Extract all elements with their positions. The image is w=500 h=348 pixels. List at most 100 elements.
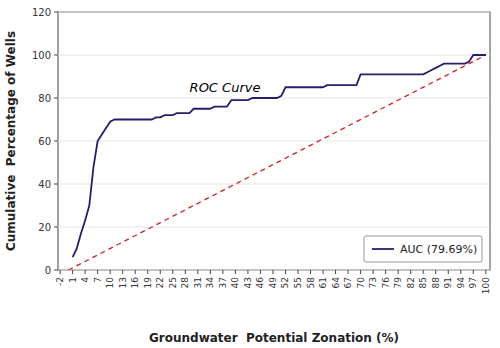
tick-mark (485, 270, 486, 274)
tick-label: 0 (45, 265, 51, 276)
tick-mark (310, 270, 311, 274)
series-group (68, 55, 485, 270)
tick-mark (335, 270, 336, 274)
tick-mark (410, 270, 411, 274)
tick-mark (235, 270, 236, 274)
annotation: ROC Curve (190, 80, 261, 95)
tick-mark (222, 270, 223, 274)
roc-line (73, 55, 486, 257)
tick-label: 40 (230, 277, 240, 289)
tick-label: 100 (481, 277, 491, 294)
tick-label: 73 (368, 277, 378, 288)
tick-mark (272, 270, 273, 274)
tick-label: 31 (193, 277, 203, 288)
tick-label: 19 (143, 277, 153, 289)
tick-mark (298, 270, 299, 274)
grid-line (58, 12, 490, 13)
tick-label: 82 (406, 277, 416, 288)
tick-mark (160, 270, 161, 274)
tick-label: 60 (38, 136, 51, 147)
tick-label: 120 (32, 7, 51, 18)
tick-label: 40 (38, 179, 51, 190)
tick-mark (110, 270, 111, 274)
tick-label: 52 (280, 277, 290, 288)
tick-label: 10 (105, 277, 115, 289)
tick-label: 4 (80, 277, 90, 283)
tick-mark (172, 270, 173, 274)
tick-label: 61 (318, 277, 328, 288)
tick-mark (60, 270, 61, 274)
tick-mark (54, 184, 58, 185)
tick-label: 22 (155, 277, 165, 288)
tick-mark (54, 227, 58, 228)
tick-mark (260, 270, 261, 274)
tick-mark (54, 12, 58, 13)
tick-mark (210, 270, 211, 274)
tick-mark (72, 270, 73, 274)
tick-mark (185, 270, 186, 274)
tick-label: 1 (68, 277, 78, 283)
tick-mark (435, 270, 436, 274)
plot-frame (58, 12, 490, 270)
tick-label: 70 (356, 277, 366, 289)
tick-label: 34 (205, 277, 215, 289)
tick-mark (54, 98, 58, 99)
tick-mark (285, 270, 286, 274)
tick-label: 91 (443, 277, 453, 288)
tick-mark (460, 270, 461, 274)
tick-label: 55 (293, 277, 303, 288)
tick-label: 100 (32, 50, 51, 61)
tick-mark (197, 270, 198, 274)
tick-label: 25 (168, 277, 178, 288)
tick-label: 20 (38, 222, 51, 233)
tick-mark (147, 270, 148, 274)
tick-label: -2 (55, 277, 65, 286)
grid-line (58, 55, 490, 56)
tick-label: 97 (468, 277, 478, 288)
tick-mark (385, 270, 386, 274)
tick-label: 49 (268, 277, 278, 289)
tick-label: 7 (93, 277, 103, 283)
tick-mark (122, 270, 123, 274)
tick-mark (360, 270, 361, 274)
tick-label: 94 (456, 277, 466, 289)
tick-label: 28 (180, 277, 190, 289)
tick-label: 85 (418, 277, 428, 288)
tick-label: 43 (243, 277, 253, 288)
tick-label: 46 (255, 277, 265, 289)
tick-mark (473, 270, 474, 274)
tick-label: 13 (118, 277, 128, 288)
tick-label: 58 (306, 277, 316, 289)
tick-label: 37 (218, 277, 228, 288)
grid-line (58, 184, 490, 185)
grid-line (58, 141, 490, 142)
tick-mark (448, 270, 449, 274)
legend-box (364, 236, 482, 262)
reference-line (68, 55, 485, 270)
tick-mark (323, 270, 324, 274)
chart: 0 20 40 60 80 100 120 -214710131619222528313437… (0, 0, 500, 348)
tick-mark (135, 270, 136, 274)
y-axis-label: Cumulative Percentage of Wells (4, 31, 18, 251)
x-axis-label: Groundwater Potential Zonation (%) (149, 331, 399, 345)
tick-label: 88 (431, 277, 441, 289)
tick-mark (85, 270, 86, 274)
legend-label: AUC (79.69%) (400, 243, 477, 256)
tick-mark (54, 270, 58, 271)
tick-mark (54, 55, 58, 56)
grid-line (58, 227, 490, 228)
tick-label: 76 (381, 277, 391, 289)
legend: AUC (79.69%) (364, 236, 482, 262)
tick-mark (423, 270, 424, 274)
tick-label: 67 (343, 277, 353, 288)
tick-mark (54, 141, 58, 142)
legend-swatch (372, 248, 394, 250)
tick-mark (348, 270, 349, 274)
tick-mark (373, 270, 374, 274)
tick-label: 80 (38, 93, 51, 104)
tick-mark (398, 270, 399, 274)
tick-mark (97, 270, 98, 274)
tick-label: 64 (331, 277, 341, 289)
tick-mark (247, 270, 248, 274)
tick-label: 16 (130, 277, 140, 289)
